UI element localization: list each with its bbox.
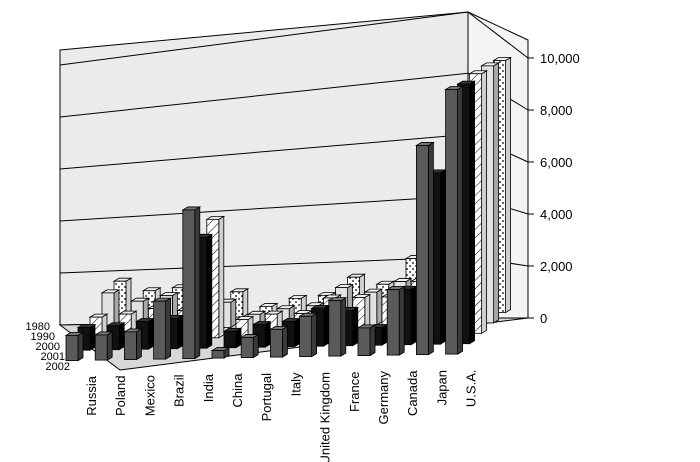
bar-side <box>323 304 330 347</box>
bar-front <box>65 334 79 361</box>
x-tick-label: China <box>230 373 245 408</box>
gridline <box>467 11 529 59</box>
x-tick-label: Italy <box>288 372 303 396</box>
bar-front <box>357 327 371 357</box>
bars <box>64 56 513 362</box>
bar <box>210 346 231 359</box>
bar-side <box>493 62 500 324</box>
bar-side <box>352 306 359 347</box>
series-label: 2000 <box>36 341 60 353</box>
bar-side <box>469 80 476 345</box>
bar <box>181 206 202 360</box>
x-tick-label: Canada <box>405 370 420 416</box>
bar-side <box>505 56 512 314</box>
series-label: 1980 <box>26 321 50 333</box>
gridline <box>59 195 469 222</box>
x-tick-label: Poland <box>113 376 128 416</box>
bar <box>64 331 85 362</box>
bar-side <box>264 320 271 348</box>
bar-front <box>124 331 137 361</box>
bar <box>298 312 319 358</box>
x-tick-label: Portugal <box>259 373 274 422</box>
bar <box>385 285 406 356</box>
bar-side <box>89 323 96 351</box>
x-tick-label: Brazil <box>172 374 187 407</box>
bar-front <box>415 145 429 356</box>
x-axis: Russia Poland Mexico Brazil India China Portug… <box>84 369 479 462</box>
bar-front <box>269 328 283 358</box>
bar-front <box>223 330 237 349</box>
bar-side <box>376 288 383 326</box>
y-tick-label: 6,000 <box>540 155 573 170</box>
y-tick-label: 8,000 <box>540 103 573 118</box>
y-tick-label: 2,000 <box>540 259 573 274</box>
x-tick-label: Germany <box>376 371 391 425</box>
bar-front <box>240 337 254 359</box>
bar-front <box>153 300 167 360</box>
bar-side <box>311 312 318 358</box>
bar-side <box>218 215 225 339</box>
x-tick-label: United Kingdom <box>318 372 333 462</box>
series-label: 2001 <box>41 351 65 363</box>
bar-side <box>77 331 84 362</box>
bar-side <box>457 85 464 355</box>
bar-side <box>293 317 300 348</box>
bar-front <box>386 289 400 356</box>
bar-front <box>182 209 196 359</box>
bar <box>268 325 289 358</box>
bar-side <box>106 331 113 361</box>
bar <box>122 328 143 361</box>
bar <box>239 333 260 359</box>
x-tick-label: Japan <box>434 370 449 405</box>
x-tick-label: U.S.A. <box>464 369 479 407</box>
bar-front <box>445 89 459 355</box>
bar <box>327 296 348 357</box>
y-axis: 0 2,000 4,000 6,000 8,000 10,000 <box>527 40 580 326</box>
bar-side <box>427 141 434 356</box>
bar-side <box>369 324 376 357</box>
bar <box>152 297 173 360</box>
bar <box>93 331 114 361</box>
bar <box>356 324 377 357</box>
bar-side <box>165 297 172 360</box>
bar-side <box>206 233 213 349</box>
bar-side <box>381 323 388 346</box>
bar-side <box>177 314 184 350</box>
y-tick-label: 4,000 <box>540 207 573 222</box>
bar-front <box>211 350 225 359</box>
bar <box>414 141 435 356</box>
bar-side <box>410 285 417 346</box>
x-tick-label: France <box>347 372 362 412</box>
gridline <box>59 133 469 170</box>
bar-side <box>481 70 488 335</box>
series-label: 2002 <box>46 361 70 373</box>
y-tick-label: 0 <box>540 311 547 326</box>
x-tick-label: India <box>201 373 216 402</box>
bar-side <box>194 206 201 360</box>
bar-side <box>135 328 142 361</box>
gridline <box>59 256 469 274</box>
bar-side <box>398 285 405 356</box>
bar-side <box>242 288 249 318</box>
bar <box>222 327 243 349</box>
bar-side <box>118 322 125 351</box>
bar-side <box>439 169 446 345</box>
y-tick-label: 10,000 <box>540 51 580 66</box>
bar-front <box>328 300 342 357</box>
x-tick-label: Mexico <box>142 375 157 416</box>
gridline <box>59 72 469 118</box>
series-label: 1990 <box>31 331 55 343</box>
gridline <box>59 11 469 66</box>
bar-side <box>252 333 259 359</box>
bar <box>444 85 465 355</box>
x-tick-label: Russia <box>84 375 99 416</box>
bar-side <box>147 317 154 350</box>
bar-side <box>340 296 347 357</box>
bar-front <box>299 315 313 357</box>
bar-side <box>281 325 288 358</box>
bar-side <box>230 298 237 329</box>
bar-front <box>94 334 108 361</box>
